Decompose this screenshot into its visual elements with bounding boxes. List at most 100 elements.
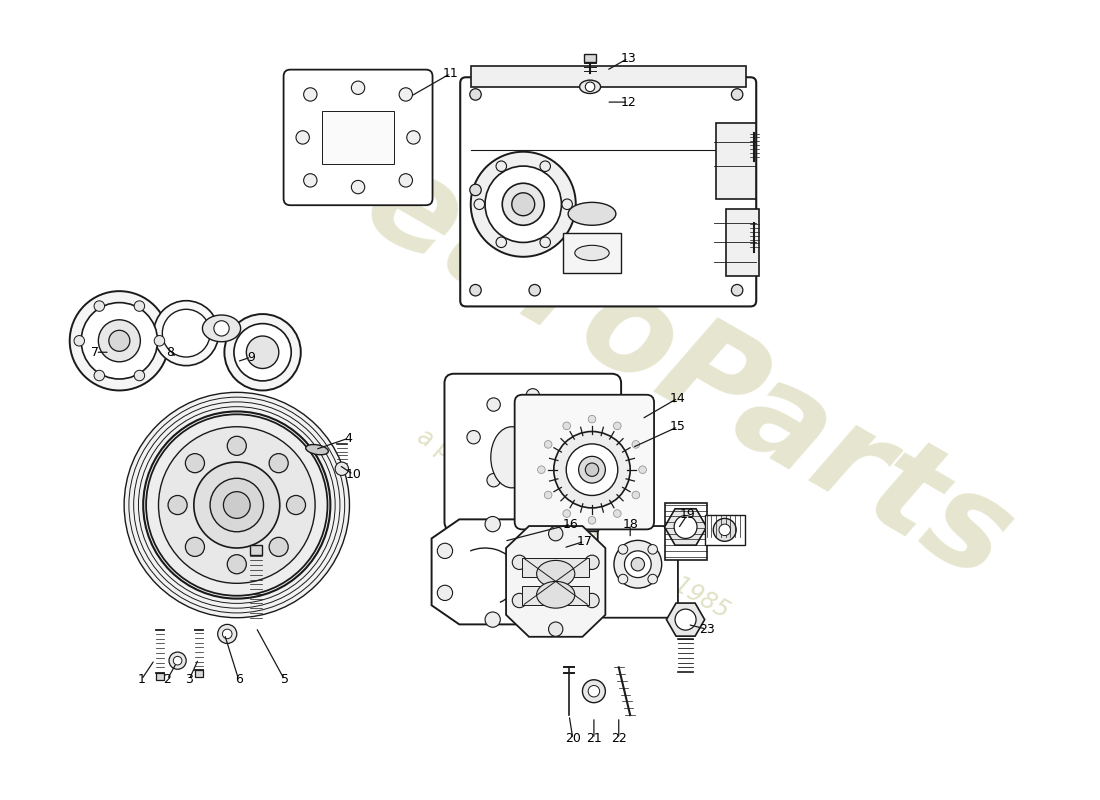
Circle shape [496,161,506,171]
Bar [705,514,745,545]
Circle shape [169,652,186,670]
FancyBboxPatch shape [284,70,432,206]
Circle shape [286,495,306,514]
Ellipse shape [306,445,328,454]
Circle shape [582,680,605,702]
Circle shape [614,422,622,430]
Circle shape [526,389,539,402]
Text: 19: 19 [680,508,695,521]
Circle shape [563,510,571,518]
Polygon shape [431,519,553,624]
Circle shape [648,545,658,554]
Circle shape [351,180,365,194]
Circle shape [470,89,481,100]
Ellipse shape [568,202,616,226]
Circle shape [234,324,292,381]
Bar [322,110,394,164]
Circle shape [713,518,736,542]
Circle shape [228,554,246,574]
Circle shape [407,130,420,144]
Bar [155,673,164,680]
Text: 12: 12 [620,95,636,109]
Circle shape [466,430,481,444]
Ellipse shape [202,315,241,342]
Circle shape [124,392,350,618]
Circle shape [512,193,535,216]
Circle shape [351,81,365,94]
Circle shape [246,336,278,369]
Circle shape [109,330,130,351]
Circle shape [565,494,579,507]
Circle shape [304,88,317,101]
Text: 23: 23 [698,622,715,636]
Circle shape [399,88,412,101]
Text: a passion for Parts since 1985: a passion for Parts since 1985 [412,425,733,623]
Circle shape [540,161,550,171]
Bar [664,503,706,561]
Polygon shape [506,526,605,637]
Text: 20: 20 [565,733,581,746]
Ellipse shape [537,561,575,587]
Bar [726,209,759,276]
Circle shape [222,629,232,638]
Circle shape [588,415,596,423]
Text: 1: 1 [138,674,145,686]
Circle shape [566,444,618,495]
Bar [563,233,620,273]
Text: 15: 15 [670,420,686,434]
Bar [522,558,590,577]
Circle shape [549,622,563,636]
Bar [716,123,756,199]
Circle shape [186,538,205,557]
Circle shape [485,166,561,242]
Circle shape [168,495,187,514]
Circle shape [69,291,169,390]
Circle shape [74,335,85,346]
Circle shape [487,398,500,411]
Circle shape [471,152,575,257]
Circle shape [532,543,548,558]
Circle shape [588,686,600,697]
Circle shape [296,130,309,144]
FancyBboxPatch shape [460,78,756,306]
Circle shape [631,558,645,571]
FancyBboxPatch shape [597,526,678,618]
Circle shape [588,517,596,524]
Circle shape [732,89,742,100]
Circle shape [399,174,412,187]
Circle shape [438,586,452,601]
Circle shape [562,199,572,210]
Circle shape [496,237,506,247]
Circle shape [474,199,485,210]
Text: 8: 8 [166,346,174,358]
Circle shape [563,422,571,430]
Bar [250,545,262,554]
Circle shape [438,543,452,558]
Circle shape [639,466,647,474]
Text: 7: 7 [91,346,99,358]
Circle shape [485,517,501,532]
Circle shape [154,335,165,346]
Circle shape [614,540,662,588]
Circle shape [224,314,300,390]
Circle shape [585,82,595,91]
Circle shape [304,174,317,187]
Bar [522,586,590,606]
Circle shape [532,586,548,601]
Ellipse shape [537,582,575,608]
Circle shape [98,320,141,362]
Circle shape [585,555,600,570]
Text: 4: 4 [344,432,352,445]
Text: 9: 9 [248,350,255,363]
Circle shape [270,454,288,473]
Text: 3: 3 [185,674,192,686]
Circle shape [565,418,579,431]
FancyBboxPatch shape [515,394,654,530]
Circle shape [513,555,527,570]
Circle shape [213,321,229,336]
Circle shape [549,526,563,541]
Circle shape [625,551,651,578]
Circle shape [579,456,605,483]
Circle shape [163,310,210,357]
Circle shape [194,462,279,548]
